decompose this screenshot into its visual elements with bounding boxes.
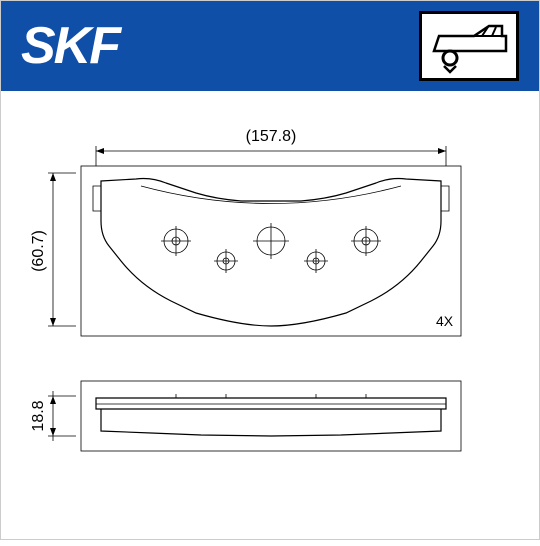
header-bar: SKF bbox=[1, 1, 539, 91]
quantity-label: 4X bbox=[436, 313, 454, 329]
technical-drawing: (157.8) (60.7) bbox=[1, 91, 540, 541]
car-icon bbox=[424, 16, 514, 76]
height-dimension-label: (60.7) bbox=[30, 230, 47, 272]
width-dimension-label: (157.8) bbox=[246, 128, 297, 145]
skf-logo: SKF bbox=[21, 16, 119, 76]
thickness-dimension-label: 18.8 bbox=[30, 400, 47, 431]
vehicle-position-badge bbox=[419, 11, 519, 81]
